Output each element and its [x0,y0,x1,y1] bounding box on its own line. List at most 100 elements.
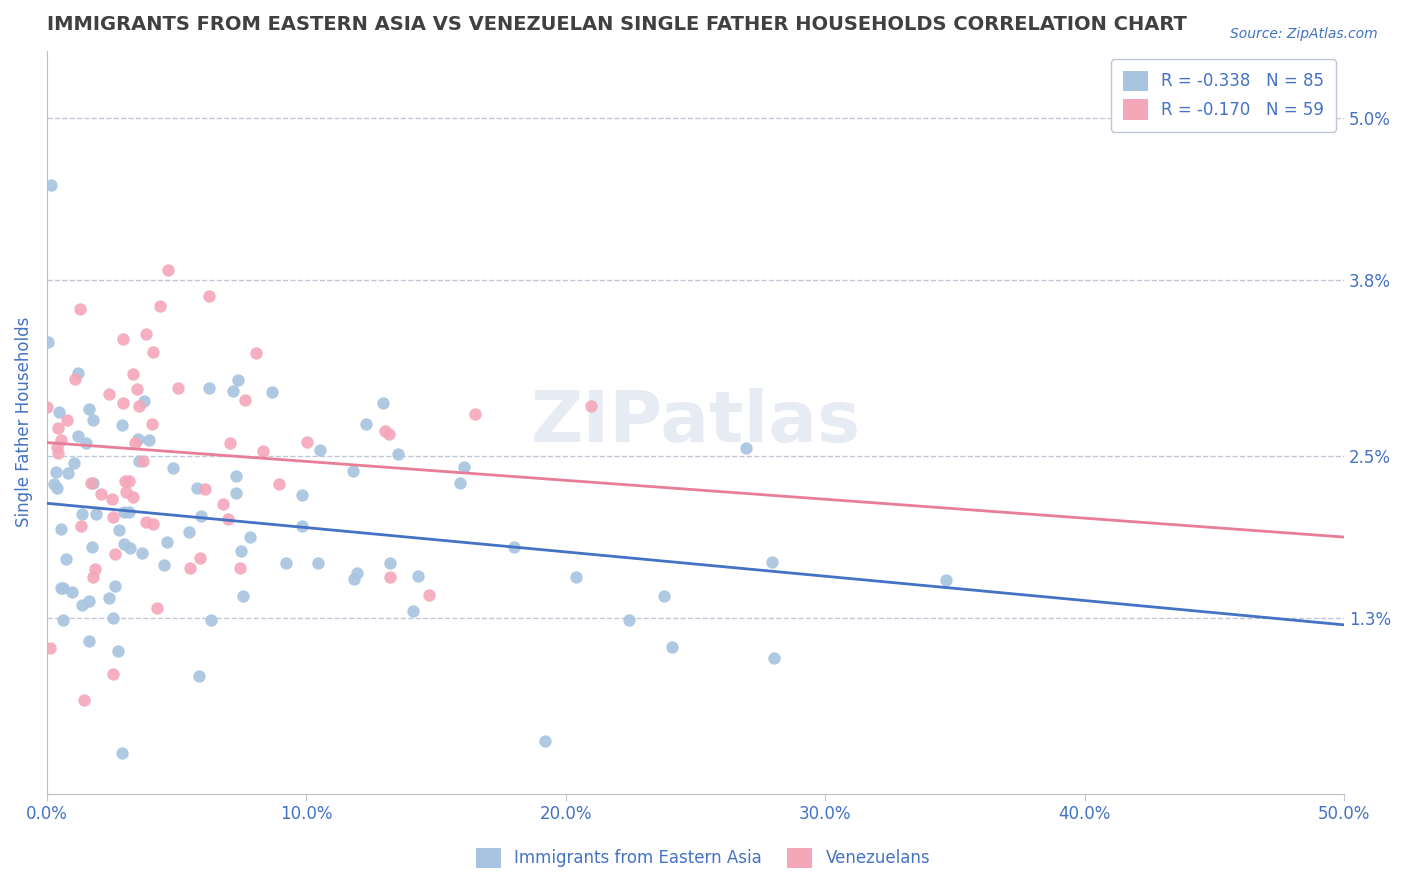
Point [70,598,93,612]
Point [212,497,235,511]
Point [307,556,329,570]
Point [617,613,640,627]
Point [45,441,67,455]
Point [387,446,409,460]
Point [309,442,332,457]
Point [179,561,201,575]
Point [217,512,239,526]
Point [62,585,84,599]
Point [77,401,100,416]
Point [342,464,364,478]
Point [763,651,786,665]
Point [79,594,101,608]
Point [52,581,75,595]
Point [378,570,401,584]
Point [449,476,471,491]
Point [565,570,588,584]
Point [188,551,211,566]
Point [98,386,121,401]
Point [138,434,160,448]
Point [65,372,87,386]
Point [232,590,254,604]
Point [127,432,149,446]
Point [128,399,150,413]
Point [39,178,62,192]
Point [45,481,67,495]
Point [188,669,211,683]
Point [198,289,221,303]
Point [374,425,396,439]
Point [225,468,247,483]
Point [84,561,107,575]
Point [56,413,79,427]
Point [142,516,165,531]
Point [343,572,366,586]
Point [194,483,217,497]
Point [49,433,72,447]
Point [245,345,267,359]
Point [166,381,188,395]
Point [114,474,136,488]
Point [117,505,139,519]
Point [112,505,135,519]
Point [107,644,129,658]
Point [46,420,69,434]
Point [132,453,155,467]
Point [115,485,138,500]
Point [219,435,242,450]
Point [67,367,90,381]
Point [157,263,180,277]
Point [761,555,783,569]
Point [69,302,91,317]
Point [373,396,395,410]
Point [52,614,75,628]
Point [581,399,603,413]
Point [48,405,70,419]
Point [82,413,104,427]
Point [262,384,284,399]
Point [49,582,72,596]
Point [162,460,184,475]
Point [198,381,221,395]
Point [142,344,165,359]
Point [46,445,69,459]
Point [418,588,440,602]
Point [222,384,245,398]
Point [135,326,157,341]
Point [70,507,93,521]
Point [229,543,252,558]
Point [101,492,124,507]
Point [104,578,127,592]
Point [225,486,247,500]
Point [252,444,274,458]
Point [534,734,557,748]
Point [503,540,526,554]
Point [228,561,250,575]
Point [378,556,401,570]
Point [378,427,401,442]
Point [39,640,62,655]
Point [295,435,318,450]
Point [70,519,93,533]
Point [291,488,314,502]
Point [177,525,200,540]
Point [146,601,169,615]
Point [82,476,104,491]
Point [45,465,67,479]
Point [269,476,291,491]
Point [112,537,135,551]
Point [135,515,157,529]
Point [406,568,429,582]
Point [98,591,121,606]
Legend: Immigrants from Eastern Asia, Venezuelans: Immigrants from Eastern Asia, Venezuelan… [470,841,936,875]
Point [233,392,256,407]
Point [128,454,150,468]
Point [141,417,163,432]
Point [120,541,142,555]
Point [67,429,90,443]
Point [134,393,156,408]
Point [346,566,368,581]
Point [661,640,683,654]
Point [80,476,103,491]
Point [101,611,124,625]
